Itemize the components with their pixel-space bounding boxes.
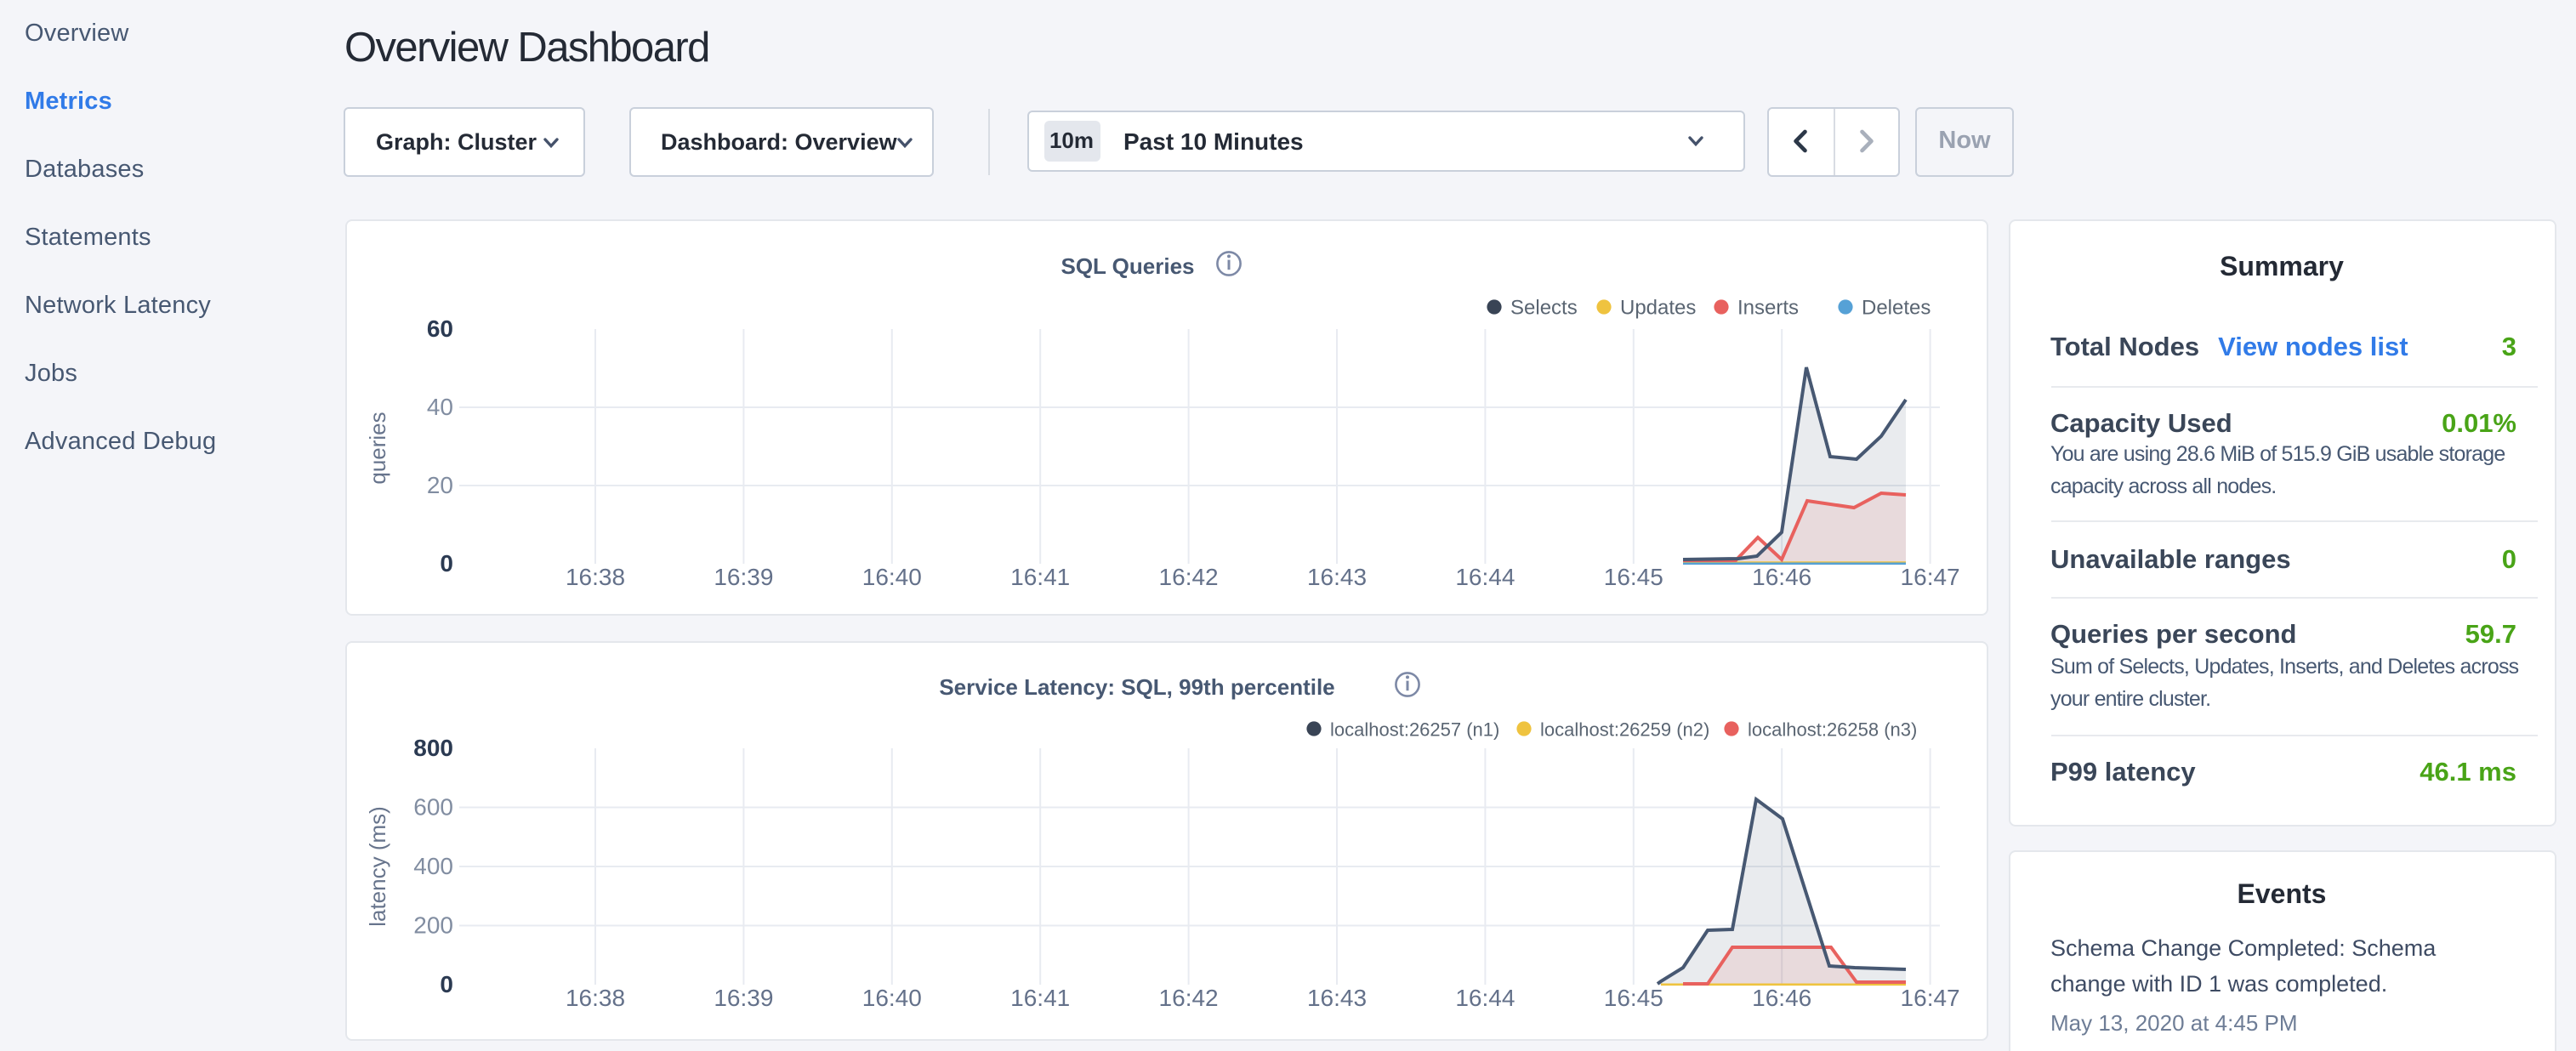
svg-text:40: 40 bbox=[426, 394, 452, 420]
svg-text:16:44: 16:44 bbox=[1454, 984, 1514, 1010]
svg-text:16:46: 16:46 bbox=[1751, 564, 1811, 590]
svg-text:60: 60 bbox=[426, 315, 452, 342]
svg-text:localhost:26257 (n1): localhost:26257 (n1) bbox=[1329, 719, 1498, 740]
svg-text:16:45: 16:45 bbox=[1603, 564, 1663, 590]
svg-text:20: 20 bbox=[426, 472, 452, 498]
svg-text:16:39: 16:39 bbox=[713, 564, 772, 590]
svg-text:16:38: 16:38 bbox=[565, 564, 624, 590]
svg-text:Updates: Updates bbox=[1619, 297, 1695, 320]
svg-text:queries: queries bbox=[364, 412, 390, 484]
svg-text:16:46: 16:46 bbox=[1751, 984, 1811, 1010]
svg-text:16:39: 16:39 bbox=[713, 984, 772, 1010]
svg-text:SQL Queries: SQL Queries bbox=[1060, 253, 1193, 279]
svg-text:Deletes: Deletes bbox=[1861, 297, 1930, 320]
svg-text:0: 0 bbox=[439, 550, 452, 577]
svg-text:16:43: 16:43 bbox=[1306, 984, 1366, 1010]
svg-text:16:41: 16:41 bbox=[1009, 564, 1069, 590]
svg-text:16:47: 16:47 bbox=[1900, 984, 1959, 1010]
svg-text:Service Latency: SQL, 99th per: Service Latency: SQL, 99th percentile bbox=[938, 673, 1333, 699]
svg-text:16:40: 16:40 bbox=[862, 564, 921, 590]
svg-text:Selects: Selects bbox=[1510, 297, 1577, 320]
svg-text:16:40: 16:40 bbox=[862, 984, 921, 1010]
svg-text:16:47: 16:47 bbox=[1900, 564, 1959, 590]
svg-text:16:38: 16:38 bbox=[565, 984, 624, 1010]
svg-text:localhost:26258 (n3): localhost:26258 (n3) bbox=[1747, 719, 1916, 740]
svg-text:400: 400 bbox=[412, 852, 452, 878]
svg-text:16:44: 16:44 bbox=[1454, 564, 1514, 590]
svg-text:16:45: 16:45 bbox=[1603, 984, 1663, 1010]
svg-text:localhost:26259 (n2): localhost:26259 (n2) bbox=[1539, 719, 1709, 740]
svg-text:200: 200 bbox=[412, 912, 452, 938]
svg-text:16:42: 16:42 bbox=[1158, 564, 1218, 590]
svg-text:800: 800 bbox=[412, 734, 452, 760]
svg-text:Inserts: Inserts bbox=[1737, 297, 1798, 320]
svg-text:16:41: 16:41 bbox=[1009, 984, 1069, 1010]
svg-text:16:42: 16:42 bbox=[1158, 984, 1218, 1010]
svg-text:0: 0 bbox=[439, 970, 452, 997]
svg-text:16:43: 16:43 bbox=[1306, 564, 1366, 590]
svg-text:latency (ms): latency (ms) bbox=[364, 805, 390, 926]
svg-text:600: 600 bbox=[412, 793, 452, 820]
